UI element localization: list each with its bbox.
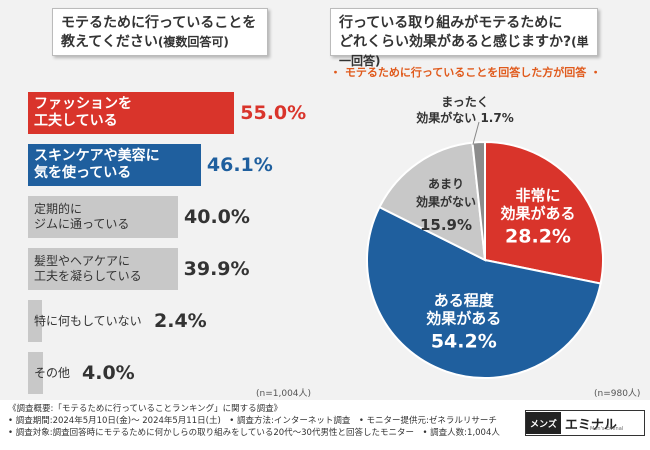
pie-value-label: 54.2% [431,330,497,352]
brand-logo: メンズ エミナル Men's Eminal [525,410,645,436]
logo-sub: Men's Eminal [590,426,624,432]
survey-footer: 《調査概要:「モテるために行っていることランキング」に関する調査》 • 調査期間… [8,403,500,439]
left-chart-title: モテるために行っていることを 教えてください(複数回答可) [52,8,268,56]
footer-line2: • 調査期間:2024年5月10日(金)〜 2024年5月11日(土) • 調査… [8,416,497,426]
pie-label-line1: 非常に [515,187,560,205]
pie-slice [378,141,487,262]
bar: 髪型やヘアケアに 工夫を凝らしている [28,248,178,290]
pie-chart: 非常に効果がある28.2%ある程度効果がある54.2%あまり効果がない15.9%… [366,95,604,379]
bar: その他 [28,352,70,394]
right-chart-subnote: ・ モテるために行っていることを回答した方が回答 ・ [330,66,602,79]
pie-value-label: 28.2% [505,226,571,248]
bar-label: その他 [34,366,70,381]
bar-label: 髪型やヘアケアに 工夫を凝らしている [34,254,142,284]
left-title-line2: 教えてください [61,34,158,50]
bar: 特に何もしていない [28,300,142,342]
pie-label-line2: 効果がある [500,205,575,223]
left-title-note: (複数回答可) [157,35,229,49]
bar-label: 定期的に ジムに通っている [34,202,129,232]
bar-label: 特に何もしていない [34,314,142,329]
bar-label-line1: 定期的に [34,202,83,216]
left-n-label: (n=1,004人) [256,389,312,399]
bar-label-line1: 髪型やヘアケアに [34,254,131,268]
bar-value-label: 46.1% [206,154,273,176]
bar-label-line2: 工夫している [34,113,118,129]
pie-label-line2: 効果がある [426,309,501,327]
right-n-label: (n=980人) [594,389,641,399]
bar-label-line1: ファッションを [34,96,132,112]
pie-slice [366,205,602,379]
bar-label-line1: その他 [34,365,71,380]
bar: ファッションを 工夫している [28,92,235,134]
pie-label-line1: まったく [441,95,489,109]
bar-value-label: 40.0% [184,206,250,228]
logo-mark: メンズ [526,412,561,434]
pie-slice [471,140,486,261]
pie-label-line1: あまり [428,177,464,191]
pie-slice [484,140,604,285]
bar-value-label: 2.4% [154,310,207,332]
bar-label-line1: 特に何もしていない [34,313,142,328]
bar-value-label: 55.0% [240,102,307,124]
right-title-note: (単一回答) [339,35,589,68]
pie-leader-line [472,121,480,145]
footer-line1: 《調査概要:「モテるために行っていることランキング」に関する調査》 [8,404,283,414]
bar-label: ファッションを 工夫している [34,96,132,130]
pie-label-line1: ある程度 [434,291,495,309]
right-title-line2: どれくらい効果があると感じますか? [339,34,572,50]
right-title-line1: 行っている取り組みがモテるために [339,15,563,31]
left-title-line2-wrap: 教えてください(複数回答可) [61,33,259,52]
bar: スキンケアや美容に 気を使っている [28,144,201,186]
bar-value-label: 39.9% [183,258,250,280]
bar-label-line2: ジムに通っている [34,217,130,231]
pie-label-line2: 効果がない [416,194,476,209]
bar-label-line2: 工夫を凝らしている [34,269,142,283]
right-title-line2-wrap: どれくらい効果があると感じますか?(単一回答) [339,33,589,71]
logo-name: エミナル [564,417,617,433]
left-title-line1: モテるために行っていることを [61,15,257,31]
bar: 定期的に ジムに通っている [28,196,178,238]
footer-line3: • 調査対象:調査回答時にモテるために何かしらの取り組みをしている20代〜30代… [8,428,500,438]
bar-label-line1: スキンケアや美容に [34,148,160,164]
bar-label-line2: 気を使っている [34,165,132,181]
pie-value-label: 15.9% [420,216,472,234]
bar-label: スキンケアや美容に 気を使っている [34,148,160,182]
right-chart-title: 行っている取り組みがモテるために どれくらい効果があると感じますか?(単一回答) [330,8,598,68]
pie-label-line2: 効果がない 1.7% [416,110,513,125]
bar-value-label: 4.0% [82,362,135,384]
